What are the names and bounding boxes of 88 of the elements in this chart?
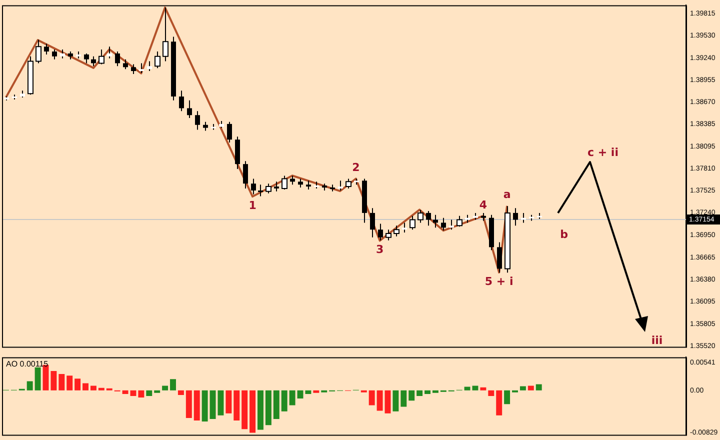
bar (273, 390, 280, 419)
bar (250, 390, 256, 433)
annotation: c + ii (588, 146, 618, 159)
annotation: iii (651, 334, 663, 347)
candlestick (84, 52, 89, 64)
bar (130, 390, 136, 396)
bar (281, 390, 288, 412)
bar (313, 390, 320, 393)
candlestick (402, 222, 407, 234)
bar (242, 390, 248, 430)
candlestick (441, 217, 446, 232)
bar (472, 386, 478, 390)
annotation: 4 (479, 198, 488, 212)
bar (74, 378, 81, 390)
bar (392, 390, 399, 412)
candlestick (139, 62, 144, 74)
annotation: 2 (352, 161, 360, 174)
bar (464, 386, 470, 390)
annotation: 5 + i (484, 274, 514, 288)
candlestick (274, 181, 279, 192)
bar (194, 390, 200, 421)
bar (66, 376, 73, 390)
bar (170, 379, 176, 390)
bar (368, 390, 375, 406)
bar (400, 390, 407, 407)
bar (178, 390, 184, 395)
bar (34, 367, 41, 390)
candlestick (131, 64, 136, 74)
bar (258, 390, 264, 430)
candlestick (179, 90, 184, 112)
bar (528, 386, 534, 390)
bar (186, 390, 192, 418)
candlestick (187, 100, 192, 119)
bar (226, 390, 232, 414)
candlestick (251, 178, 256, 195)
bar (138, 390, 144, 398)
candlestick (91, 56, 96, 67)
candlestick (195, 110, 200, 130)
bar (58, 374, 65, 390)
bar (488, 390, 494, 396)
bar (162, 386, 168, 390)
bar (82, 383, 88, 390)
candlestick (258, 184, 263, 197)
bar (496, 390, 502, 416)
chart-title: AO 0.00115 (6, 359, 49, 368)
bar (265, 390, 272, 426)
bar (50, 370, 57, 390)
candlestick (227, 121, 232, 144)
bar (416, 390, 423, 396)
candlestick (115, 51, 120, 67)
bar (432, 390, 438, 393)
bar (297, 390, 304, 399)
bar (536, 384, 542, 390)
bar (504, 390, 510, 404)
candlestick (243, 160, 248, 189)
bar (90, 386, 96, 390)
bar (154, 390, 160, 393)
bar (520, 386, 526, 390)
candlestick (513, 208, 518, 226)
candlestick (426, 210, 431, 226)
bar (289, 390, 296, 406)
bar (202, 390, 208, 422)
candlestick (370, 208, 375, 238)
bar (424, 390, 430, 394)
annotation: 1 (248, 198, 256, 212)
candlestick (147, 60, 152, 72)
candlestick (52, 49, 57, 60)
bar (98, 388, 104, 390)
candlestick (497, 242, 502, 274)
candlestick (107, 46, 112, 59)
bar (384, 390, 391, 414)
candlestick (378, 223, 383, 241)
bar (480, 387, 486, 390)
bar (234, 390, 240, 421)
bar (376, 390, 383, 411)
candlestick (521, 212, 526, 224)
bar (122, 390, 128, 394)
candlestick (123, 58, 128, 70)
bar (408, 390, 415, 401)
candlestick (44, 43, 49, 55)
annotation: b (560, 228, 568, 241)
annotation: a (503, 188, 511, 202)
annotation: 3 (376, 243, 384, 256)
bar (146, 390, 152, 396)
bar (305, 390, 312, 394)
bar (26, 381, 33, 390)
candlestick (449, 219, 454, 230)
candlestick (338, 180, 343, 191)
